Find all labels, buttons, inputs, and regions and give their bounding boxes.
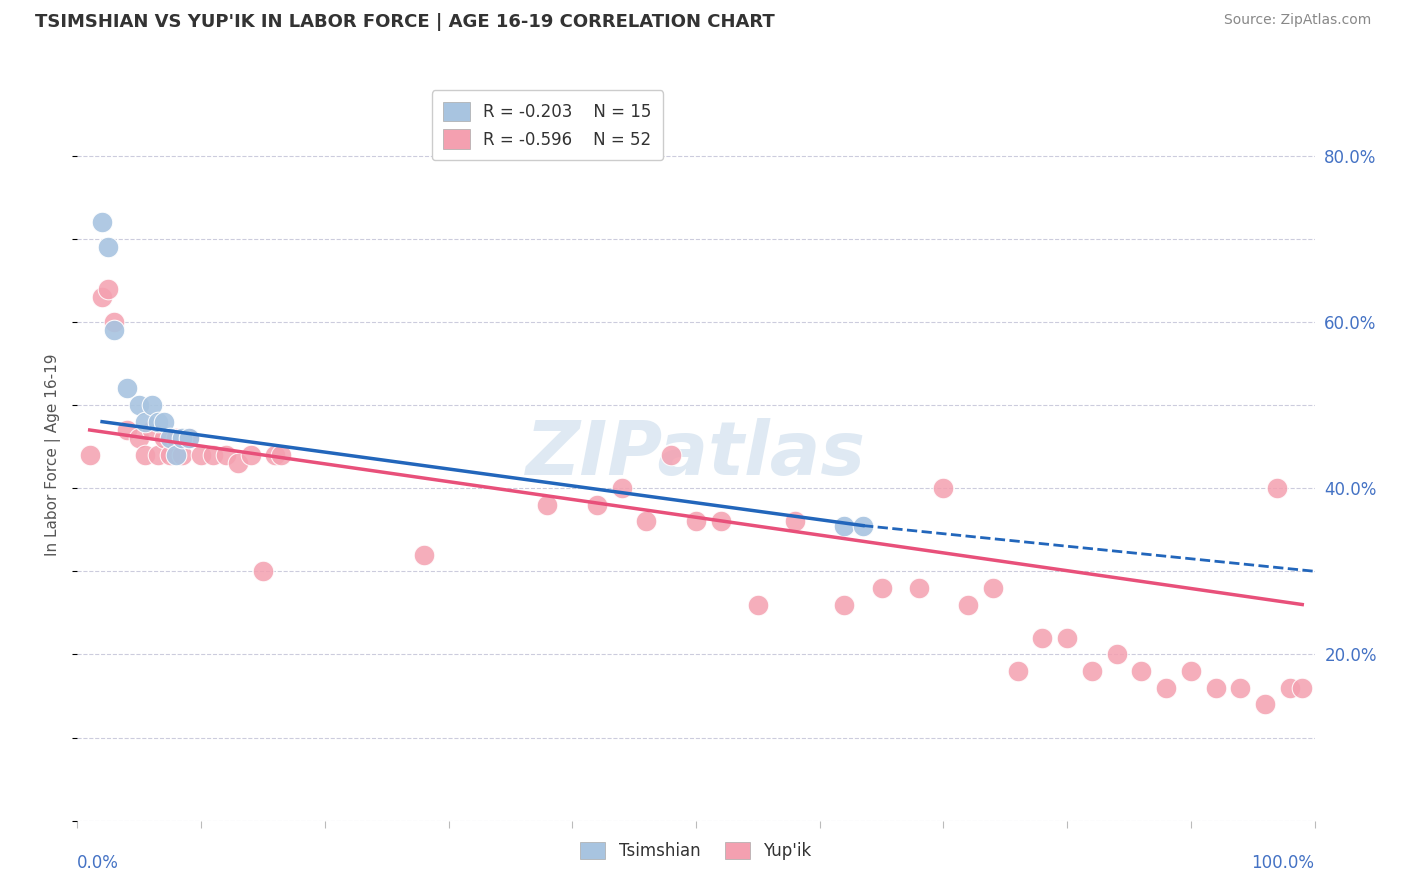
- Point: [1267, 481, 1289, 495]
- Point: [172, 448, 194, 462]
- Point: [177, 431, 200, 445]
- Point: [103, 315, 125, 329]
- Point: [610, 481, 633, 495]
- Point: [1007, 664, 1029, 678]
- Point: [146, 415, 169, 429]
- Point: [1229, 681, 1251, 695]
- Point: [264, 448, 287, 462]
- Point: [1130, 664, 1153, 678]
- Point: [159, 448, 181, 462]
- Point: [153, 431, 176, 445]
- Point: [834, 598, 856, 612]
- Point: [586, 498, 609, 512]
- Point: [1291, 681, 1313, 695]
- Point: [932, 481, 955, 495]
- Point: [636, 515, 658, 529]
- Point: [91, 290, 114, 304]
- Point: [215, 448, 238, 462]
- Point: [128, 431, 150, 445]
- Point: [1154, 681, 1177, 695]
- Point: [226, 456, 249, 470]
- Text: Source: ZipAtlas.com: Source: ZipAtlas.com: [1223, 13, 1371, 28]
- Point: [146, 448, 169, 462]
- Point: [134, 448, 156, 462]
- Point: [907, 581, 929, 595]
- Point: [165, 448, 187, 462]
- Point: [153, 415, 176, 429]
- Point: [1081, 664, 1104, 678]
- Point: [165, 431, 187, 445]
- Text: 0.0%: 0.0%: [77, 854, 120, 871]
- Point: [141, 398, 163, 412]
- Point: [115, 423, 138, 437]
- Point: [852, 518, 875, 533]
- Point: [1254, 698, 1277, 712]
- Text: TSIMSHIAN VS YUP'IK IN LABOR FORCE | AGE 16-19 CORRELATION CHART: TSIMSHIAN VS YUP'IK IN LABOR FORCE | AGE…: [35, 13, 775, 31]
- Point: [783, 515, 806, 529]
- Point: [870, 581, 893, 595]
- Point: [97, 282, 120, 296]
- Point: [536, 498, 558, 512]
- Point: [1105, 648, 1128, 662]
- Point: [685, 515, 707, 529]
- Point: [1180, 664, 1202, 678]
- Point: [159, 431, 181, 445]
- Point: [141, 423, 163, 437]
- Legend: Tsimshian, Yup'ik: Tsimshian, Yup'ik: [574, 836, 818, 867]
- Point: [1205, 681, 1227, 695]
- Point: [128, 398, 150, 412]
- Point: [710, 515, 733, 529]
- Y-axis label: In Labor Force | Age 16-19: In Labor Force | Age 16-19: [45, 353, 62, 557]
- Point: [981, 581, 1004, 595]
- Point: [659, 448, 682, 462]
- Point: [957, 598, 980, 612]
- Point: [1278, 681, 1301, 695]
- Point: [79, 448, 101, 462]
- Point: [239, 448, 262, 462]
- Point: [190, 448, 212, 462]
- Point: [97, 240, 120, 254]
- Point: [172, 431, 194, 445]
- Point: [412, 548, 434, 562]
- Point: [202, 448, 225, 462]
- Point: [91, 215, 114, 229]
- Point: [134, 415, 156, 429]
- Point: [1031, 631, 1053, 645]
- Point: [834, 518, 856, 533]
- Point: [177, 431, 200, 445]
- Point: [115, 381, 138, 395]
- Text: 100.0%: 100.0%: [1251, 854, 1315, 871]
- Point: [103, 323, 125, 337]
- Point: [252, 564, 274, 578]
- Point: [1056, 631, 1078, 645]
- Point: [270, 448, 292, 462]
- Point: [747, 598, 769, 612]
- Text: ZIPatlas: ZIPatlas: [526, 418, 866, 491]
